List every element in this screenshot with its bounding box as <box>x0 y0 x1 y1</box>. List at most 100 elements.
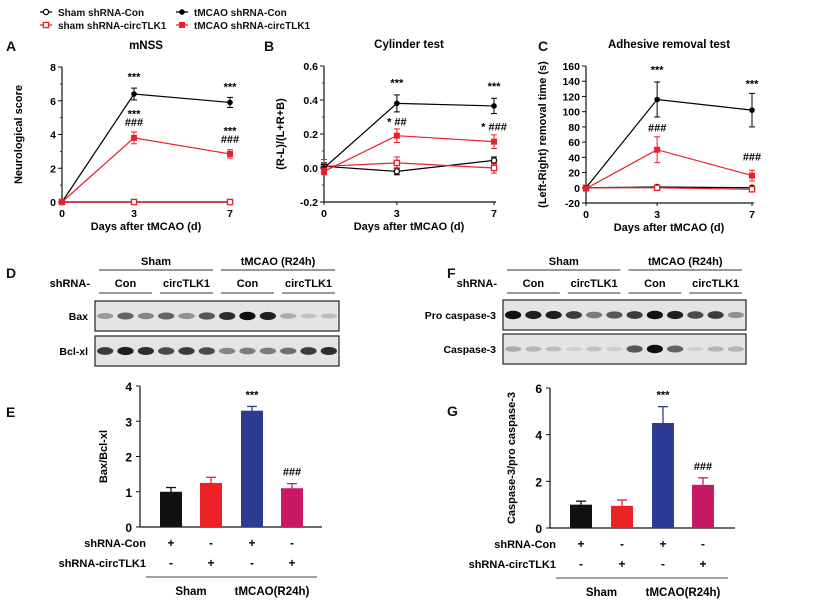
panel-letter-c: C <box>538 38 548 54</box>
protein-band <box>525 310 542 320</box>
y-tick-label: 140 <box>562 76 580 88</box>
bar <box>200 482 222 527</box>
condition-mark: + <box>659 537 666 551</box>
protein-band <box>545 310 562 320</box>
y-tick-label: 0 <box>535 522 542 536</box>
bar <box>692 484 714 528</box>
significance-label: ### <box>125 117 143 129</box>
blot-row-label: Pro caspase-3 <box>425 310 496 322</box>
panel-letter-b: B <box>264 38 274 54</box>
significance-label: ### <box>221 134 239 146</box>
panel-letter-d: D <box>6 265 16 281</box>
y-tick-label: 0 <box>574 183 580 195</box>
series-line <box>61 137 231 203</box>
blot-strip <box>94 335 340 367</box>
blot-subgroup-label: circTLK1 <box>163 278 210 290</box>
series-line <box>323 135 495 172</box>
y-axis-label: Neurological score <box>13 85 25 184</box>
legend-marker-open-square-icon <box>42 21 50 29</box>
protein-band <box>687 346 704 352</box>
significance-label: *** <box>128 72 142 84</box>
protein-band <box>280 313 297 319</box>
chart-title: mNSS <box>129 40 163 52</box>
condition-mark: + <box>167 536 174 550</box>
protein-band <box>606 311 623 319</box>
protein-band <box>300 347 317 355</box>
blot-subgroup-label: circTLK1 <box>571 278 618 290</box>
y-tick-label: 6 <box>50 96 56 108</box>
data-point <box>59 199 65 205</box>
y-tick-label: 60 <box>568 137 580 149</box>
x-tick-label: 0 <box>583 209 589 221</box>
y-axis-label: (R-L)/(L+R+B) <box>275 98 287 170</box>
condition-row-label: shRNA-circTLK1 <box>59 558 146 570</box>
y-tick-label: 0.2 <box>303 129 318 141</box>
blot-subgroup-label: Con <box>644 278 666 290</box>
protein-band <box>505 346 522 352</box>
protein-band <box>565 346 582 352</box>
series-line <box>61 93 231 203</box>
group-label: tMCAO(R24h) <box>235 586 310 598</box>
legend-label: Sham shRNA-Con <box>58 8 144 19</box>
data-point <box>749 107 755 113</box>
protein-band <box>259 347 276 355</box>
blot-strip <box>502 299 747 331</box>
protein-band <box>646 344 663 354</box>
y-tick-label: 40 <box>568 152 580 164</box>
series-line <box>585 149 753 190</box>
y-tick-label: 100 <box>562 107 580 119</box>
shrna-prefix-label: shRNA- <box>457 278 498 290</box>
significance-label: ### <box>283 467 301 479</box>
protein-band <box>178 312 195 320</box>
significance-label: *** <box>224 126 238 138</box>
data-point <box>131 134 137 141</box>
condition-row-label: shRNA-Con <box>494 539 556 551</box>
blot-subgroup-label: circTLK1 <box>692 278 739 290</box>
series-line <box>323 159 495 173</box>
blot-subgroup-label: circTLK1 <box>285 278 332 290</box>
protein-band <box>158 312 175 320</box>
blot-group-label: Sham <box>549 256 579 268</box>
legend-marker-filled-square-icon <box>179 22 185 28</box>
y-tick-label: 4 <box>50 130 56 142</box>
protein-band <box>667 310 684 320</box>
protein-band <box>707 311 724 319</box>
protein-band <box>259 311 276 321</box>
significance-label: ### <box>694 461 712 473</box>
data-point <box>393 159 401 167</box>
protein-band <box>198 312 215 320</box>
condition-mark: - <box>661 557 665 571</box>
blot-strip <box>94 300 340 332</box>
protein-band <box>667 345 684 353</box>
blot-group-label: tMCAO (R24h) <box>241 256 316 268</box>
condition-mark: + <box>207 556 214 570</box>
protein-band <box>687 311 704 319</box>
protein-band <box>320 313 337 319</box>
significance-label: ### <box>648 122 666 134</box>
data-point <box>393 132 400 139</box>
panel-g-bar-chart: 0 2 4 6 Caspase-3/pro caspase-3 *** ### shRNA-C… <box>469 382 735 599</box>
bar <box>652 423 674 528</box>
x-axis-label: Days after tMCAO (d) <box>354 221 465 233</box>
protein-band <box>219 312 236 320</box>
panel-e-bar-chart: 0 1 2 3 4 Bax/Bcl-xl *** ### shRNA-Con + - + - shRNA-… <box>59 380 322 598</box>
data-point <box>131 91 137 97</box>
protein-band <box>239 311 256 321</box>
y-tick-label: 1 <box>125 486 132 500</box>
blot-group-label: Sham <box>141 256 171 268</box>
data-point <box>130 198 138 206</box>
data-point <box>226 198 234 206</box>
condition-mark: + <box>248 536 255 550</box>
significance-label: *** <box>746 78 760 90</box>
blot-row-label: Bcl-xl <box>59 346 88 358</box>
blot-group-label: tMCAO (R24h) <box>648 256 723 268</box>
data-point <box>490 157 498 164</box>
data-point <box>394 100 400 107</box>
y-tick-label: 8 <box>50 62 56 74</box>
bar <box>241 410 263 527</box>
protein-band <box>505 310 522 320</box>
legend-label: tMCAO shRNA-Con <box>194 8 287 19</box>
data-point <box>748 186 756 193</box>
data-point <box>490 164 498 172</box>
